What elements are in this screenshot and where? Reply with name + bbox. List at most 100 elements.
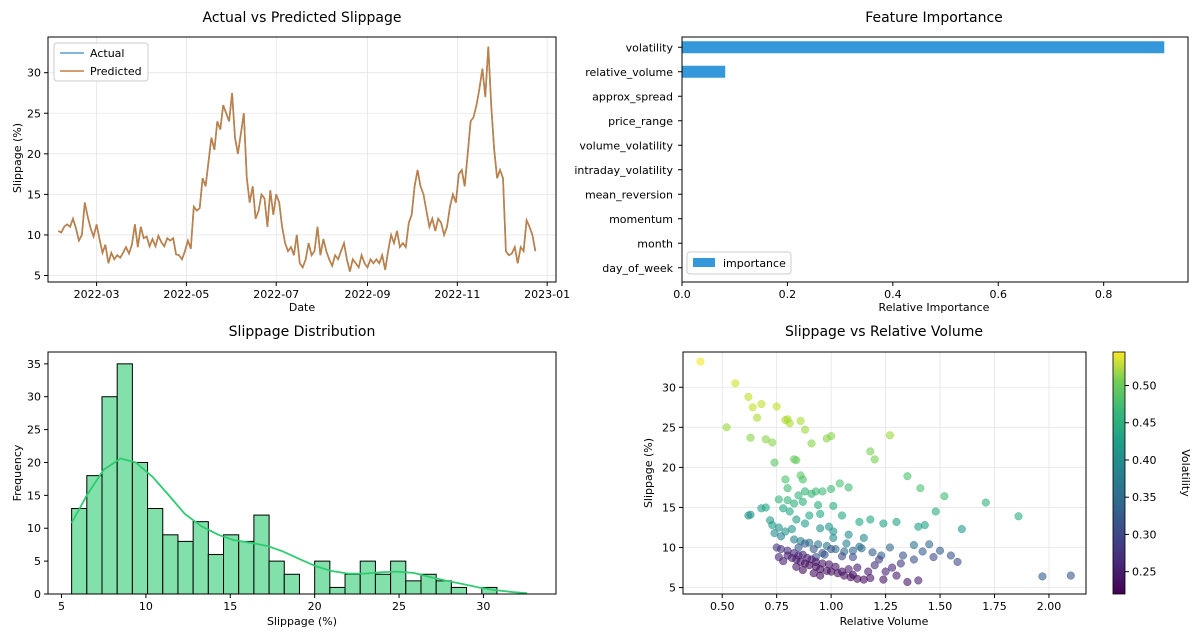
scatter-point: [844, 530, 853, 539]
scatter-point: [770, 458, 779, 467]
histogram-bar: [101, 396, 118, 595]
scatter-point: [940, 492, 949, 501]
scatter-point: [1038, 572, 1047, 581]
legend-label-predicted: Predicted: [90, 65, 142, 78]
x-tick-label: 0.4: [884, 288, 902, 301]
colorbar: 0.25 0.30 0.35 0.40 0.45 0.50 Volatility: [1112, 351, 1192, 595]
scatter-point: [935, 546, 945, 555]
histogram-bar: [450, 586, 468, 595]
x-tick-label: 1.25: [873, 600, 898, 613]
colorbar-tick-label: 0.40: [1132, 454, 1157, 467]
scatter-point: [820, 550, 829, 559]
legend: importance: [686, 251, 792, 275]
scatter-point: [827, 567, 836, 576]
scatter-point: [792, 562, 801, 571]
scatter-point: [925, 540, 934, 549]
histogram-bar: [207, 554, 225, 595]
histogram-bar: [374, 573, 392, 595]
scatter-point: [929, 553, 938, 562]
chart-title: Slippage Distribution: [229, 324, 376, 340]
scatter-point: [870, 455, 879, 464]
x-tick-label: 20: [308, 600, 322, 613]
x-tick-label: 1.00: [819, 600, 844, 613]
scatter-point: [885, 431, 894, 440]
bar-chart-panel: Feature Importance Relative Importance 0…: [574, 10, 1189, 314]
x-tick-label: 2022-09: [345, 288, 391, 301]
scatter-point: [757, 504, 766, 513]
scatter-point: [885, 543, 894, 552]
x-tick-label: 15: [223, 600, 237, 613]
x-tick-label: 2022-07: [253, 288, 299, 301]
plot-frame: [681, 36, 1189, 283]
x-tick-label: 0.6: [990, 288, 1008, 301]
histogram-bar: [162, 534, 179, 595]
scatter-point: [766, 516, 775, 525]
x-tick-label: 0.2: [779, 288, 797, 301]
line-chart-panel: Actual vs Predicted Slippage Date Slippa…: [11, 10, 570, 314]
scatter-point: [848, 553, 857, 562]
colorbar-tick-label: 0.50: [1132, 380, 1157, 393]
y-tick-label: 25: [662, 421, 676, 434]
scatter-point: [779, 504, 788, 513]
scatter-point: [909, 555, 918, 564]
scatter-point: [866, 515, 875, 524]
scatter-point: [746, 510, 755, 519]
y-axis-label: Slippage (%): [642, 438, 655, 508]
scatter-point: [827, 484, 836, 494]
scatter-point: [768, 438, 777, 447]
y-tick-label: 10: [27, 229, 41, 242]
series-line-predicted: [57, 46, 537, 272]
y-tick-label: intraday_volatility: [574, 164, 673, 177]
x-tick-label: 2022-11: [434, 288, 480, 301]
histogram-bar: [253, 514, 270, 595]
scatter-point: [783, 496, 792, 505]
x-tick-label: 2023-01: [524, 288, 570, 301]
histogram-bar: [344, 573, 361, 595]
scatter-point: [776, 532, 786, 541]
scatter-point: [903, 577, 912, 587]
x-tick-label: 2022-03: [74, 288, 120, 301]
scatter-point: [981, 498, 990, 507]
y-tick-label: day_of_week: [602, 262, 673, 275]
scatter-point: [881, 567, 890, 576]
scatter-point: [798, 565, 807, 575]
x-tick-label: 1.75: [982, 600, 1007, 613]
scatter-panel: Slippage vs Relative Volume Relative Vol…: [642, 324, 1192, 628]
y-tick-label: 20: [662, 461, 676, 474]
scatter-point: [753, 413, 762, 422]
y-tick-label: 25: [27, 424, 41, 437]
scatter-point: [798, 497, 807, 506]
scatter-point: [864, 567, 873, 576]
scatter-point: [829, 533, 838, 542]
histogram-bar: [405, 580, 422, 595]
colorbar-tick-label: 0.35: [1132, 491, 1157, 504]
y-tick-label: month: [637, 237, 673, 250]
scatter-point: [774, 495, 783, 504]
scatter-point: [1066, 571, 1075, 580]
histogram-bar: [329, 586, 346, 595]
y-tick-label: 10: [662, 542, 676, 555]
scatter-point: [790, 499, 799, 508]
scatter-point: [800, 539, 810, 548]
scatter-point: [946, 551, 955, 560]
chart-title: Slippage vs Relative Volume: [785, 324, 983, 340]
chart-title: Feature Importance: [865, 10, 1003, 26]
legend-label-actual: Actual: [90, 47, 124, 60]
scatter-point: [744, 392, 753, 401]
scatter-point: [809, 545, 818, 554]
histogram-bar: [435, 580, 452, 595]
scatter-point: [879, 519, 888, 528]
y-tick-label: 20: [27, 456, 41, 469]
scatter-point: [920, 521, 929, 530]
y-tick-label: 20: [27, 148, 41, 161]
scatter-point: [855, 542, 864, 551]
y-tick-label: 25: [27, 107, 41, 120]
scatter-point: [827, 432, 836, 441]
scatter-point: [848, 570, 857, 579]
scatter-point: [896, 559, 905, 568]
scatter-point: [794, 543, 803, 552]
y-axis-label: Frequency: [11, 444, 24, 501]
y-tick-label: momentum: [609, 213, 673, 226]
x-tick-label: 0.75: [764, 600, 789, 613]
